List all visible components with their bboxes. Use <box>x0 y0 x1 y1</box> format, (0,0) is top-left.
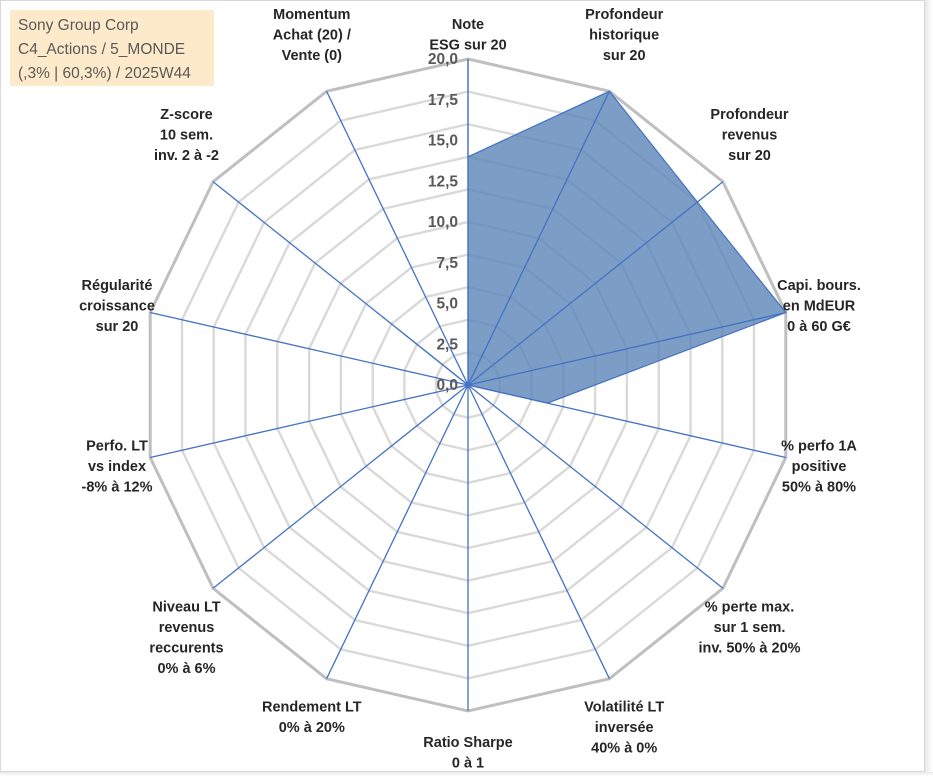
axis-label-line: % perte max. <box>705 600 794 616</box>
radial-tick-label: 7,5 <box>436 255 458 272</box>
axis-label-line: inv. 2 à -2 <box>154 148 219 164</box>
axis-label-line: Profondeur <box>710 107 788 123</box>
info-box: Sony Group Corp C4_Actions / 5_MONDE (,3… <box>10 10 214 86</box>
axis-label-line: Rendement LT <box>262 699 362 715</box>
axis-spoke <box>467 384 724 589</box>
axis-spoke <box>212 384 469 589</box>
axis-label: Profondeur historique sur 20 <box>585 7 663 64</box>
portfolio-category: C4_Actions / 5_MONDE <box>18 41 186 58</box>
axis-label-line: positive <box>792 459 847 475</box>
axis-label-line: Note <box>452 17 484 33</box>
axis-label: Profondeur revenus sur 20 <box>710 107 788 164</box>
axis-label-line: ESG sur 20 <box>429 38 506 54</box>
axis-label: Momentum Achat (20) / Vente (0) <box>273 7 351 64</box>
axis-label-line: Vente (0) <box>282 48 343 64</box>
axis-label-line: 0 à 1 <box>452 756 484 772</box>
axis-label: Perfo. LT vs index -8% à 12% <box>82 438 153 495</box>
axis-label: Régularité croissance sur 20 <box>79 278 155 335</box>
axis-label-line: 50% à 80% <box>782 479 856 495</box>
radial-tick-label: 12,5 <box>428 173 459 190</box>
axis-label-line: sur 20 <box>728 148 771 164</box>
axis-label: Capi. bours. en MdEUR 0 à 60 G€ <box>777 278 861 335</box>
axis-label-line: en MdEUR <box>783 299 856 315</box>
axis-spoke <box>467 91 610 386</box>
axis-spoke <box>467 181 724 386</box>
axis-label-line: 0 à 60 G€ <box>787 319 851 335</box>
weights-and-week: (,3% | 60,3%) / 2025W44 <box>18 65 191 82</box>
axis-label-line: revenus <box>159 620 215 636</box>
axis-label-line: Niveau LT <box>152 600 220 616</box>
axis-label: % perte max. sur 1 sem. inv. 50% à 20% <box>698 600 800 657</box>
axis-label-line: reccurents <box>149 641 223 657</box>
company-name: Sony Group Corp <box>18 17 139 34</box>
frame-shadow-right <box>925 0 933 776</box>
axis-label-line: Momentum <box>273 7 350 23</box>
axis-spoke <box>467 311 786 386</box>
axis-label: Volatilité LT inversée 40% à 0% <box>584 699 664 756</box>
axis-label: Niveau LT revenus reccurents 0% à 6% <box>149 600 223 678</box>
radar-spokes <box>150 59 786 711</box>
axis-label-line: -8% à 12% <box>82 479 153 495</box>
axis-label-line: inversée <box>595 720 654 736</box>
axis-label-line: 0% à 20% <box>279 720 345 736</box>
axis-spoke <box>467 384 610 679</box>
axis-label-line: 0% à 6% <box>157 661 215 677</box>
axis-label-line: 40% à 0% <box>591 740 657 756</box>
axis-label-line: historique <box>589 28 659 44</box>
radial-tick-label: 20,0 <box>428 51 458 68</box>
axis-label-line: Profondeur <box>585 7 663 23</box>
axis-label-line: Perfo. LT <box>86 438 148 454</box>
radial-tick-label: 2,5 <box>436 336 458 353</box>
axis-label-line: inv. 50% à 20% <box>698 641 800 657</box>
radial-tick-label: 15,0 <box>428 133 458 150</box>
axis-label-line: Régularité <box>82 278 153 294</box>
axis-spoke <box>326 91 469 386</box>
axis-label-line: % perfo 1A <box>781 438 857 454</box>
axis-spoke <box>150 384 469 459</box>
axis-label-line: vs index <box>88 459 146 475</box>
axis-spoke <box>326 384 469 679</box>
radial-tick-label: 5,0 <box>436 296 458 313</box>
axis-label-line: Z-score <box>160 107 212 123</box>
axis-label-line: revenus <box>722 128 778 144</box>
axis-label-line: Capi. bours. <box>777 278 861 294</box>
axis-label: Ratio Sharpe 0 à 1 <box>423 735 512 772</box>
axis-label: Note ESG sur 20 <box>429 17 506 54</box>
axis-spoke <box>212 181 469 386</box>
axis-label-line: sur 20 <box>603 48 646 64</box>
axis-label-line: croissance <box>79 299 155 315</box>
radar-tick-labels: 0,0 2,5 5,0 7,5 10,0 12,5 15,0 17,5 20,0 <box>428 51 459 394</box>
radial-tick-label: 17,5 <box>428 92 459 109</box>
radar-axis-labels: Note ESG sur 20 Profondeur historique sur 20… <box>79 7 861 771</box>
radial-tick-label: 10,0 <box>428 214 458 231</box>
axis-label: Z-score 10 sem. inv. 2 à -2 <box>154 107 219 164</box>
axis-spoke <box>150 311 469 386</box>
axis-label: Rendement LT 0% à 20% <box>262 699 362 736</box>
axis-spoke <box>467 384 786 459</box>
axis-label-line: Achat (20) / <box>273 28 351 44</box>
axis-label-line: sur 1 sem. <box>714 620 786 636</box>
frame-shadow-bottom <box>0 772 933 776</box>
axis-label-line: Ratio Sharpe <box>423 735 512 751</box>
axis-label-line: sur 20 <box>96 319 139 335</box>
axis-label-line: 10 sem. <box>160 128 213 144</box>
axis-label: % perfo 1A positive 50% à 80% <box>781 438 857 495</box>
axis-label-line: Volatilité LT <box>584 699 664 715</box>
radial-tick-label: 0,0 <box>436 377 458 394</box>
